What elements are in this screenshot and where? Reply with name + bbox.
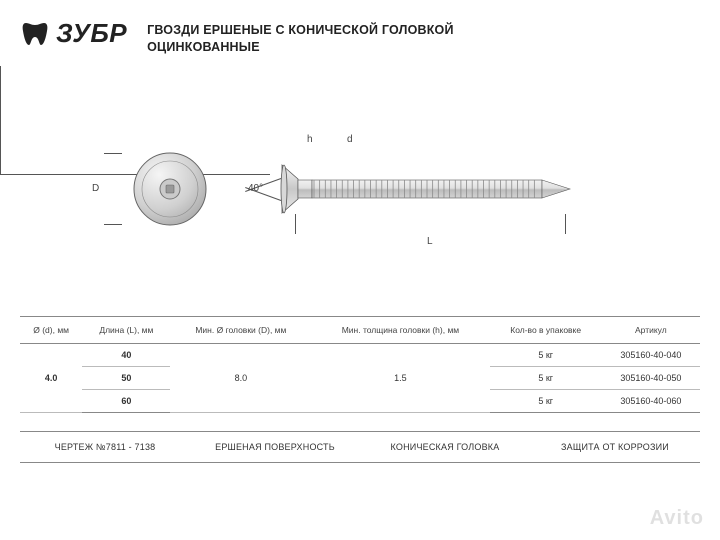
- footer-corrosion: ЗАЩИТА ОТ КОРРОЗИИ: [530, 432, 700, 462]
- cell-pack: 5 кг: [490, 389, 602, 412]
- col-length: Длина (L), мм: [82, 316, 170, 343]
- title-line1: ГВОЗДИ ЕРШЕНЫЕ С КОНИЧЕСКОЙ ГОЛОВКОЙ: [147, 22, 700, 39]
- col-pack: Кол-во в упаковке: [490, 316, 602, 343]
- cell-length: 50: [82, 366, 170, 389]
- cell-pack: 5 кг: [490, 366, 602, 389]
- watermark: Avito: [650, 507, 704, 530]
- tooth-icon: [20, 19, 50, 49]
- table-header-row: Ø (d), мм Длина (L), мм Мин. Ø головки (…: [20, 316, 700, 343]
- dimension-h-line: [0, 138, 1, 156]
- dimension-D-line: [0, 66, 1, 138]
- cell-sku: 305160-40-060: [602, 389, 700, 412]
- cell-sku: 305160-40-050: [602, 366, 700, 389]
- cell-length: 40: [82, 343, 170, 366]
- dimension-ext: [104, 153, 122, 154]
- col-head-thick: Мин. толщина головки (h), мм: [311, 316, 489, 343]
- nail-head-view: [125, 144, 215, 234]
- cell-head-thick: 1.5: [311, 343, 489, 412]
- brand-name: ЗУБР: [56, 18, 127, 49]
- label-D: D: [92, 183, 99, 194]
- cell-head-dia: 8.0: [170, 343, 311, 412]
- cell-pack: 5 кг: [490, 343, 602, 366]
- spec-table: Ø (d), мм Длина (L), мм Мин. Ø головки (…: [20, 316, 700, 413]
- cell-sku: 305160-40-040: [602, 343, 700, 366]
- title-block: ГВОЗДИ ЕРШЕНЫЕ С КОНИЧЕСКОЙ ГОЛОВКОЙ ОЦИ…: [147, 18, 700, 56]
- table-row: 4.0 40 8.0 1.5 5 кг 305160-40-040: [20, 343, 700, 366]
- dimension-ext: [565, 214, 566, 234]
- label-d: d: [347, 134, 353, 145]
- col-head-dia: Мин. Ø головки (D), мм: [170, 316, 311, 343]
- cell-length: 60: [82, 389, 170, 412]
- dimension-ext: [104, 224, 122, 225]
- title-line2: ОЦИНКОВАННЫЕ: [147, 39, 700, 56]
- footer-head-type: КОНИЧЕСКАЯ ГОЛОВКА: [360, 432, 530, 462]
- footer-row: ЧЕРТЕЖ №7811 - 7138 ЕРШЕНАЯ ПОВЕРХНОСТЬ …: [20, 431, 700, 463]
- col-diameter: Ø (d), мм: [20, 316, 82, 343]
- technical-diagram: D 40° h d: [0, 66, 720, 316]
- label-L: L: [427, 236, 433, 247]
- footer-drawing-no: ЧЕРТЕЖ №7811 - 7138: [20, 432, 190, 462]
- label-h: h: [307, 134, 313, 145]
- dimension-ext: [295, 214, 296, 234]
- label-angle: 40°: [248, 183, 263, 194]
- nail-side-view: [280, 149, 580, 229]
- footer-surface: ЕРШЕНАЯ ПОВЕРХНОСТЬ: [190, 432, 360, 462]
- col-sku: Артикул: [602, 316, 700, 343]
- cell-diameter: 4.0: [20, 343, 82, 412]
- dimension-d-line: [0, 156, 1, 174]
- header: ЗУБР ГВОЗДИ ЕРШЕНЫЕ С КОНИЧЕСКОЙ ГОЛОВКО…: [0, 0, 720, 56]
- brand-logo: ЗУБР: [20, 18, 127, 49]
